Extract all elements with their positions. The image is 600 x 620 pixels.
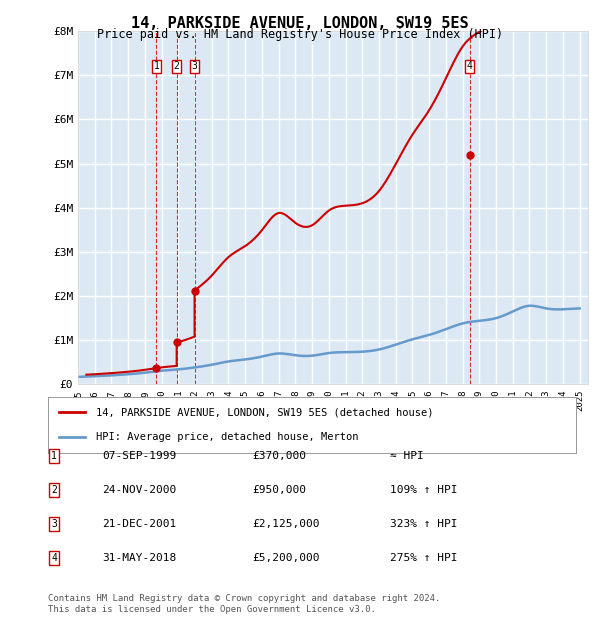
Text: 109% ↑ HPI: 109% ↑ HPI <box>390 485 458 495</box>
Text: 1: 1 <box>154 61 160 71</box>
Text: 14, PARKSIDE AVENUE, LONDON, SW19 5ES: 14, PARKSIDE AVENUE, LONDON, SW19 5ES <box>131 16 469 30</box>
Text: Price paid vs. HM Land Registry's House Price Index (HPI): Price paid vs. HM Land Registry's House … <box>97 28 503 41</box>
Text: 31-MAY-2018: 31-MAY-2018 <box>102 553 176 563</box>
Text: 24-NOV-2000: 24-NOV-2000 <box>102 485 176 495</box>
Text: HPI: Average price, detached house, Merton: HPI: Average price, detached house, Mert… <box>95 432 358 442</box>
Text: 4: 4 <box>467 61 473 71</box>
Text: 3: 3 <box>191 61 197 71</box>
Text: 2: 2 <box>174 61 179 71</box>
Text: Contains HM Land Registry data © Crown copyright and database right 2024.
This d: Contains HM Land Registry data © Crown c… <box>48 595 440 614</box>
Text: 21-DEC-2001: 21-DEC-2001 <box>102 519 176 529</box>
Text: ≈ HPI: ≈ HPI <box>390 451 424 461</box>
Text: 14, PARKSIDE AVENUE, LONDON, SW19 5ES (detached house): 14, PARKSIDE AVENUE, LONDON, SW19 5ES (d… <box>95 407 433 417</box>
Text: £950,000: £950,000 <box>252 485 306 495</box>
Text: £370,000: £370,000 <box>252 451 306 461</box>
Text: 2: 2 <box>51 485 57 495</box>
Text: 4: 4 <box>51 553 57 563</box>
Text: 275% ↑ HPI: 275% ↑ HPI <box>390 553 458 563</box>
Text: 1: 1 <box>51 451 57 461</box>
Text: 07-SEP-1999: 07-SEP-1999 <box>102 451 176 461</box>
Text: 323% ↑ HPI: 323% ↑ HPI <box>390 519 458 529</box>
Text: £5,200,000: £5,200,000 <box>252 553 320 563</box>
Text: £2,125,000: £2,125,000 <box>252 519 320 529</box>
Text: 3: 3 <box>51 519 57 529</box>
